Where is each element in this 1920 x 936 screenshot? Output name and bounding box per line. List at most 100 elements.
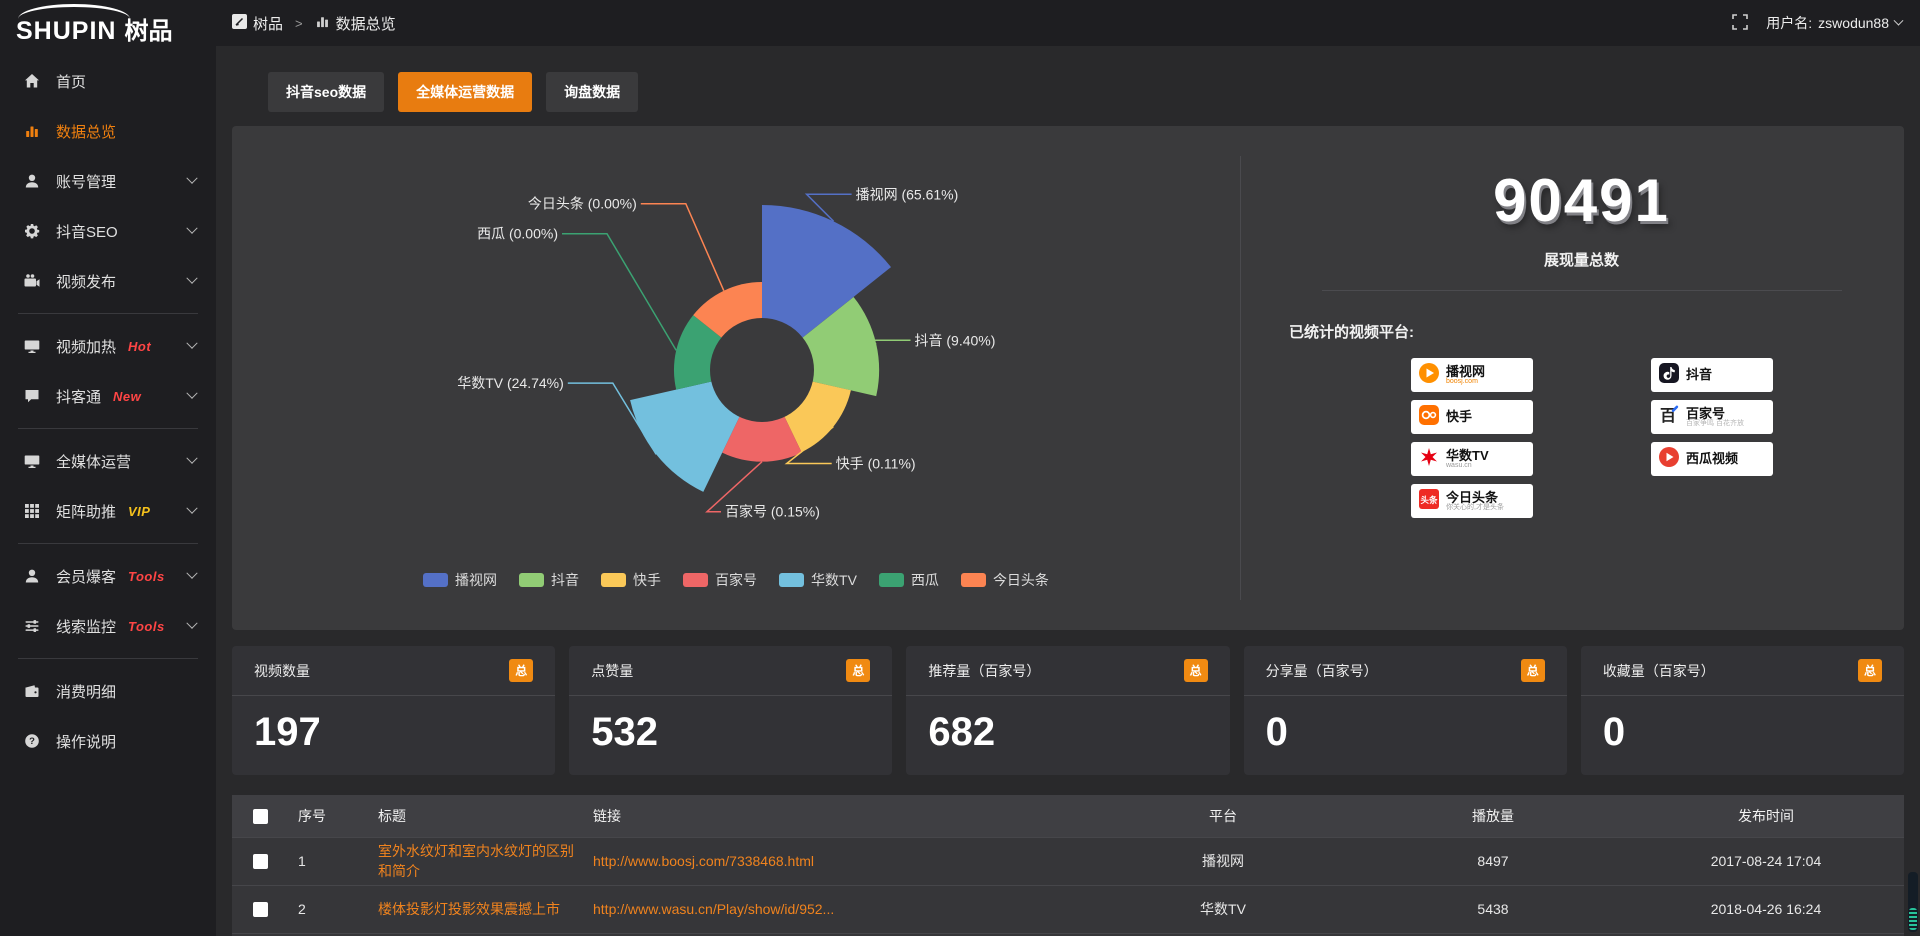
sidebar-item-label: 会员爆客 — [56, 568, 117, 586]
legend-label: 华数TV — [811, 572, 857, 588]
platform-chip-subtext: boosj.com — [1446, 378, 1478, 386]
row-checkbox-cell — [232, 836, 288, 885]
cell-time — [1628, 932, 1904, 936]
total-badge: 总 — [1520, 659, 1545, 682]
legend-swatch — [779, 573, 805, 587]
logo[interactable]: SHUPIN 树品 — [0, 0, 216, 46]
chevron-down-icon — [186, 387, 198, 399]
platform-chip-text: 百家号 百家争鸣 百花齐放 — [1686, 406, 1744, 428]
legend-swatch — [601, 573, 627, 587]
sidebar-item-media-ops[interactable]: 全媒体运营 — [0, 436, 216, 486]
sidebar-item-lead-monitor[interactable]: 线索监控 Tools — [0, 601, 216, 651]
logo-wrap: SHUPIN 树品 — [16, 3, 172, 46]
legend-item-2[interactable]: 快手 — [601, 570, 661, 590]
cell-title[interactable]: 室外水纹灯和室内水纹灯的区别和简介 — [368, 836, 583, 885]
tab-douyin-seo-data[interactable]: 抖音seo数据 — [268, 72, 385, 112]
impressions-total-label: 展现量总数 — [1543, 252, 1619, 269]
sidebar-item-douketong[interactable]: 抖客通 New — [0, 371, 216, 421]
stat-card-value: 682 — [928, 710, 996, 754]
sidebar-item-douyin-seo[interactable]: 抖音SEO — [0, 206, 216, 256]
sidebar-item-label: 数据总览 — [56, 123, 117, 141]
cell-no: 1 — [288, 836, 368, 885]
chat-icon — [24, 388, 42, 404]
platform-chip-name: 今日头条 — [1446, 489, 1499, 505]
fullscreen-icon[interactable] — [1732, 13, 1749, 33]
legend-item-0[interactable]: 播视网 — [423, 570, 497, 590]
question-icon: ? — [24, 733, 42, 749]
stat-card-title: 视频数量 — [254, 662, 310, 679]
table-header-row: 序号 标题 链接 平台 播放量 发布时间 — [232, 795, 1904, 837]
select-all-checkbox[interactable] — [252, 809, 268, 825]
platform-chip-douyin: 抖音 — [1651, 358, 1773, 392]
legend-item-5[interactable]: 西瓜 — [878, 570, 939, 590]
tab-inquiry-data[interactable]: 询盘数据 — [546, 72, 639, 112]
row-checkbox[interactable] — [252, 902, 268, 918]
sidebar-item-matrix-boost[interactable]: 矩阵助推 VIP — [0, 486, 216, 536]
pie-label-line-3 — [705, 461, 763, 513]
stat-card-value: 0 — [1265, 710, 1288, 754]
overview-panel: 播视网 (65.61%) 抖音 (9.40%) 快手 (0.11%) 百家号 (0.1… — [232, 126, 1904, 630]
pie-label-0: 播视网 (65.61%) — [856, 186, 959, 202]
sidebar-item-home[interactable]: 首页 — [0, 56, 216, 106]
legend-item-3[interactable]: 百家号 — [683, 570, 757, 590]
table-header-1: 标题 — [368, 795, 583, 837]
row-checkbox[interactable] — [252, 854, 268, 870]
platform-chip-text: 华数TV wasu.cn — [1446, 448, 1489, 470]
sidebar-item-account-manage[interactable]: 账号管理 — [0, 156, 216, 206]
videos-table-wrap: 序号 标题 链接 平台 播放量 发布时间 1 室外水纹灯和室内水纹灯的区别和简介 http:/… — [232, 795, 1904, 936]
legend-label: 百家号 — [715, 572, 758, 588]
data-tabs: 抖音seo数据 全媒体运营数据 询盘数据 — [268, 72, 1904, 112]
chart-legend: 播视网 抖音 快手 百家号 华数TV 西瓜 今日头条 — [232, 570, 1240, 590]
pie-chart-area: 播视网 (65.61%) 抖音 (9.40%) 快手 (0.11%) 百家号 (0.1… — [232, 126, 1240, 630]
legend-item-6[interactable]: 今日头条 — [960, 570, 1049, 590]
platform-chip-boosj: 播视网 boosj.com — [1411, 358, 1533, 392]
sidebar-item-badge: VIP — [128, 503, 151, 519]
sidebar-divider — [18, 543, 198, 544]
sidebar-item-member-burst[interactable]: 会员爆客 Tools — [0, 551, 216, 601]
platform-badges: 播视网 boosj.com 快手 华数TV wasu.cn 头条 今日头条 你关心的,才是头条… — [1411, 358, 1874, 518]
legend-item-4[interactable]: 华数TV — [779, 570, 857, 590]
breadcrumb-current[interactable]: 数据总览 — [315, 13, 396, 34]
user-icon — [24, 568, 42, 584]
platform-chip-text: 抖音 — [1686, 368, 1712, 382]
cell-title[interactable] — [368, 932, 583, 936]
sidebar-item-help[interactable]: ? 操作说明 — [0, 716, 216, 766]
sidebar-item-label: 操作说明 — [56, 733, 117, 751]
platform-chip-text: 快手 — [1446, 410, 1472, 424]
platform-chip-name: 抖音 — [1686, 367, 1713, 383]
platform-column-1: 抖音百百家号 百家争鸣 百花齐放 西瓜视频 — [1651, 358, 1773, 518]
pie-label-line-4 — [567, 382, 657, 455]
bar-chart-icon — [315, 14, 330, 33]
stat-card-1: 点赞量 总 532 — [569, 646, 893, 775]
breadcrumb-root[interactable]: 树品 — [232, 13, 283, 34]
table-header-5: 发布时间 — [1628, 795, 1904, 837]
pie-label-1: 抖音 (9.40%) — [915, 332, 996, 348]
pie-label-line-0 — [804, 193, 852, 222]
sidebar-item-data-overview[interactable]: 数据总览 — [0, 106, 216, 156]
sidebar-item-label: 线索监控 — [56, 618, 117, 636]
sidebar-item-label: 全媒体运营 — [56, 453, 132, 471]
legend-swatch — [519, 573, 545, 587]
scrollbar-thumb[interactable] — [1908, 872, 1918, 932]
sidebar-item-video-heat[interactable]: 视频加热 Hot — [0, 321, 216, 371]
breadcrumb-separator: > — [295, 15, 303, 31]
tab-media-ops-data[interactable]: 全媒体运营数据 — [398, 72, 533, 112]
cell-title[interactable]: 楼体投影灯投影效果震撼上市 — [368, 884, 583, 933]
sidebar-item-expense-detail[interactable]: 消费明细 — [0, 666, 216, 716]
cell-link[interactable]: http://www.boosj.com/7338468.html — [583, 836, 1088, 885]
row-checkbox-cell — [232, 932, 288, 936]
platform-chip-subtext: 百家争鸣 百花齐放 — [1686, 420, 1744, 428]
row-checkbox-cell — [232, 884, 288, 933]
cell-link[interactable] — [583, 932, 1088, 936]
user-menu[interactable]: 用户名: zswodun88 — [1766, 13, 1904, 33]
chevron-down-icon — [186, 337, 198, 349]
pie-label-line-2 — [784, 426, 834, 465]
pie-slice-0[interactable] — [762, 205, 891, 370]
cell-link[interactable]: http://www.wasu.cn/Play/show/id/952... — [583, 884, 1088, 933]
sidebar-item-video-publish[interactable]: 视频发布 — [0, 256, 216, 306]
legend-item-1[interactable]: 抖音 — [519, 570, 579, 590]
table-header-3: 平台 — [1088, 795, 1358, 837]
sidebar-item-label: 视频发布 — [56, 273, 117, 291]
platform-chip-text: 西瓜视频 — [1686, 452, 1738, 466]
chevron-down-icon — [186, 272, 198, 284]
